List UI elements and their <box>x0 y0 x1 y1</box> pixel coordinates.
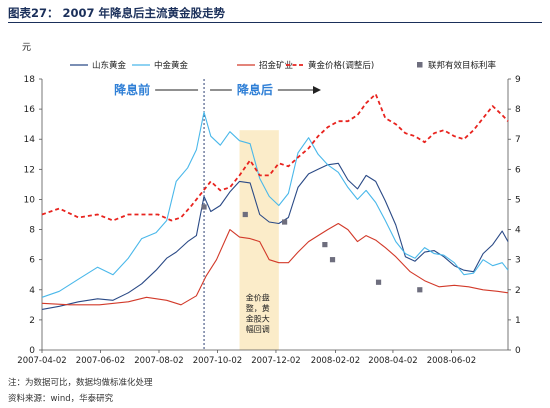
x-tick-label: 2008-02-02 <box>311 356 360 366</box>
x-tick-label: 2007-08-02 <box>134 356 183 366</box>
left-tick-label: 0 <box>29 346 35 356</box>
period-label-bg <box>231 81 278 99</box>
left-tick-label: 6 <box>29 256 35 266</box>
x-tick-label: 2008-04-02 <box>368 356 417 366</box>
right-tick-label: 2 <box>515 286 521 296</box>
before-cut-label: 降息前 <box>114 82 150 97</box>
fed-rate-point <box>281 219 288 225</box>
legend-label: 黄金价格(调整后) <box>308 60 374 71</box>
right-tick-label: 7 <box>515 135 521 145</box>
series-line-2 <box>41 111 509 298</box>
right-tick-label: 6 <box>515 165 521 175</box>
consolidation-shade <box>239 130 279 350</box>
right-tick-label: 0 <box>515 346 521 356</box>
left-tick-label: 4 <box>29 286 35 296</box>
left-tick-label: 2 <box>29 316 35 326</box>
fed-rate-point <box>375 279 382 285</box>
right-tick-label: 8 <box>515 105 521 115</box>
fed-rate-point <box>322 242 328 248</box>
left-tick-label: 14 <box>24 135 36 145</box>
left-tick-label: 18 <box>24 75 36 85</box>
x-tick-label: 2007-06-02 <box>76 356 125 366</box>
left-tick-label: 8 <box>29 226 35 236</box>
legend-label: 山东黄金 <box>92 60 127 71</box>
fed-rate-point <box>329 257 336 263</box>
legend-label: 中金黄金 <box>154 60 189 71</box>
shade-annotation-line: 金股大 <box>246 313 270 323</box>
shade-annotation-line: 金价盘 <box>246 292 270 302</box>
right-tick-label: 9 <box>515 75 521 85</box>
left-tick-label: 10 <box>24 195 36 205</box>
series-line-3 <box>41 222 509 306</box>
right-tick-label: 3 <box>515 256 521 266</box>
shade-annotation-line: 幅回调 <box>246 324 270 334</box>
legend-label: 联邦有效目标利率 <box>428 60 497 71</box>
period-label-bg <box>109 81 156 99</box>
after-arrow-head <box>313 86 321 95</box>
right-tick-label: 4 <box>515 226 521 236</box>
right-tick-label: 5 <box>515 195 521 205</box>
fed-rate-point <box>242 211 248 218</box>
x-tick-label: 2007-04-02 <box>17 356 66 366</box>
left-axis-unit: 元 <box>22 43 32 53</box>
fed-rate-point <box>201 204 207 210</box>
x-tick-label: 2007-10-02 <box>193 356 242 366</box>
footnote: 注：为数据可比，数据均做标准化处理 <box>8 378 153 388</box>
after-cut-label: 降息后 <box>237 82 273 97</box>
x-tick-label: 2007-12-02 <box>251 356 300 366</box>
right-tick-label: 1 <box>515 316 521 326</box>
left-tick-label: 16 <box>24 105 36 115</box>
fed-rate-point <box>417 287 423 293</box>
series-line-4 <box>41 93 509 222</box>
legend-marker <box>417 62 423 68</box>
x-tick-label: 2008-06-02 <box>427 356 476 366</box>
legend-label: 招金矿业 <box>259 60 293 71</box>
source-note: 资料来源：wind，华泰研究 <box>8 394 114 404</box>
shade-annotation-line: 整，黄 <box>246 303 270 313</box>
left-tick-label: 12 <box>24 165 35 175</box>
title-rule <box>8 22 542 23</box>
chart-title: 图表27： 2007 年降息后主流黄金股走势 <box>8 6 226 20</box>
